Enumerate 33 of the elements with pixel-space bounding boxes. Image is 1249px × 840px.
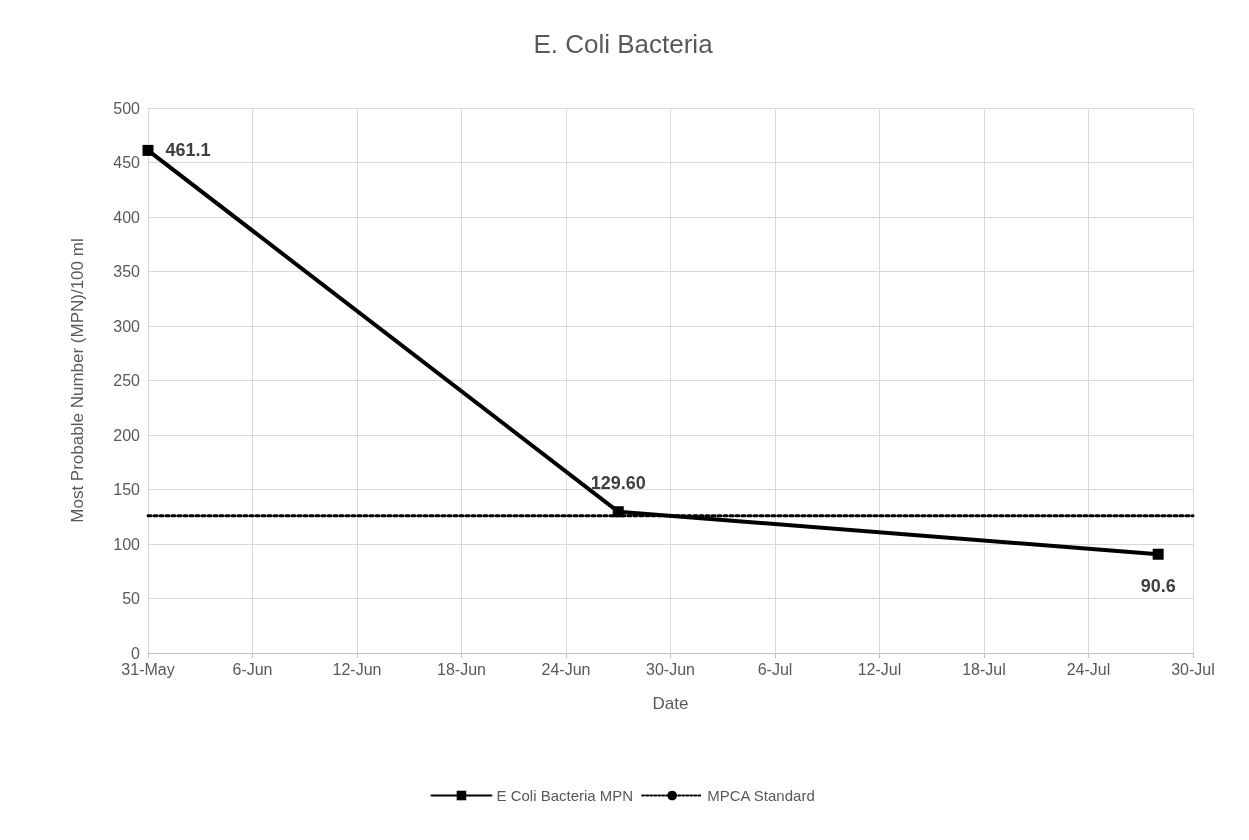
x-axis-title: Date — [652, 694, 689, 713]
y-tick-label: 500 — [113, 99, 141, 117]
point — [612, 506, 624, 518]
y-tick-label: 200 — [113, 426, 141, 444]
y-tick-label: 350 — [113, 263, 141, 280]
data-label: 461.1 — [165, 139, 211, 160]
data-label: 90.6 — [1140, 575, 1176, 596]
x-tick-label: 6-Jun — [232, 660, 273, 678]
legend-label: MPCA Standard — [707, 787, 815, 804]
point — [1152, 548, 1164, 560]
x-tick-label: 12-Jun — [332, 660, 382, 678]
y-tick-label: 450 — [113, 154, 141, 171]
y-tick-label: 300 — [113, 317, 141, 335]
y-tick-label: 150 — [113, 481, 141, 498]
x-tick-label: 18-Jul — [962, 660, 1006, 678]
x-tick-label: 18-Jun — [437, 660, 486, 678]
chart-title: E. Coli Bacteria — [533, 29, 714, 59]
y-axis-title: Most Probable Number (MPN)/100 ml — [68, 238, 87, 523]
x-tick-label: 6-Jul — [757, 660, 793, 678]
y-tick-label: 400 — [113, 208, 141, 226]
x-tick-label: 30-Jun — [646, 660, 695, 678]
y-tick-label: 0 — [131, 644, 141, 662]
x-tick-label: 30-Jul — [1171, 660, 1215, 678]
x-tick-label: 24-Jul — [1066, 660, 1111, 678]
y-tick-label: 50 — [122, 590, 141, 607]
legend-label: E Coli Bacteria MPN — [496, 787, 634, 804]
y-tick-label: 250 — [113, 372, 141, 389]
x-tick-label: 31-May — [121, 660, 175, 678]
x-tick-label: 24-Jun — [541, 660, 591, 678]
data-label: 129.60 — [590, 473, 646, 494]
point — [142, 144, 154, 156]
x-tick-label: 12-Jul — [857, 660, 902, 678]
y-tick-label: 100 — [113, 535, 141, 553]
